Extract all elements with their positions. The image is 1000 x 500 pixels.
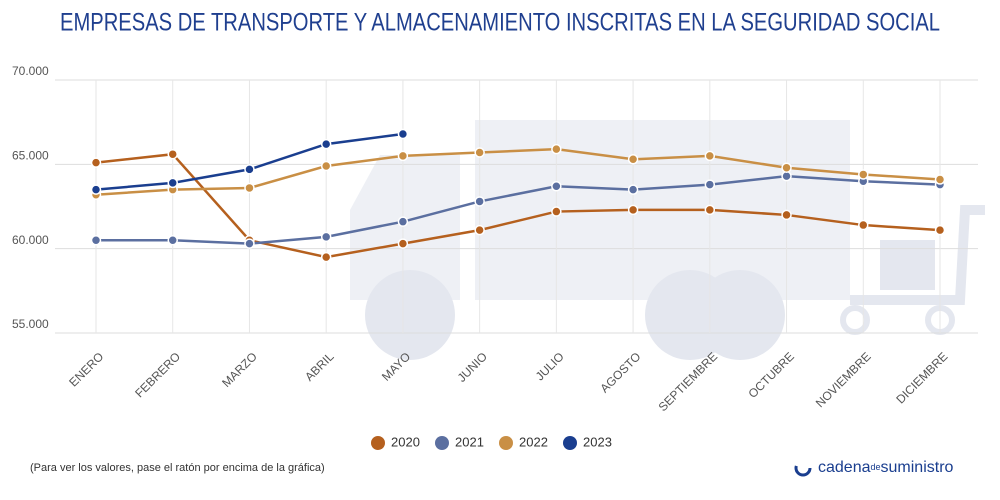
logo-text: cadenadesuministro <box>818 459 954 476</box>
x-tick-label: DICIEMBRE <box>893 349 950 406</box>
data-point <box>781 170 792 182</box>
x-tick-label: AGOSTO <box>597 349 643 395</box>
data-point <box>320 231 332 243</box>
data-point <box>627 204 639 216</box>
x-tick-label: JULIO <box>533 349 567 383</box>
data-point <box>704 179 716 190</box>
legend-label: 2022 <box>519 434 548 449</box>
x-tick-label: ENERO <box>66 349 106 389</box>
series-line <box>95 152 941 259</box>
data-point <box>474 147 485 158</box>
data-point <box>551 206 562 217</box>
data-point <box>397 238 409 249</box>
data-point <box>934 224 946 236</box>
legend-label: 2021 <box>455 434 484 449</box>
legend-swatch <box>435 436 449 450</box>
data-point <box>90 184 102 195</box>
legend-swatch <box>563 436 577 450</box>
x-tick-label: ABRIL <box>302 349 337 384</box>
data-point <box>627 154 639 165</box>
logo-part: de <box>871 462 881 472</box>
y-tick-label: 55.000 <box>12 317 49 331</box>
data-point <box>704 150 716 162</box>
legend-swatch <box>499 436 513 450</box>
y-tick-label: 60.000 <box>12 233 49 247</box>
data-point <box>934 174 946 185</box>
data-point <box>551 181 562 192</box>
y-tick-label: 70.000 <box>12 64 49 78</box>
data-point <box>320 251 332 263</box>
logo-part: suministro <box>881 459 954 476</box>
legend-label: 2020 <box>391 434 420 449</box>
data-point <box>627 184 639 195</box>
watermark-truck <box>350 120 985 360</box>
data-point <box>90 234 102 246</box>
series-line <box>96 174 941 245</box>
legend-swatch <box>371 436 385 450</box>
data-point <box>397 128 409 140</box>
data-point <box>704 204 716 216</box>
data-point <box>167 148 178 160</box>
data-point <box>167 234 178 246</box>
data-point <box>474 196 485 207</box>
logo: cadenadesuministro <box>794 459 954 477</box>
logo-part: cadena <box>818 459 871 476</box>
data-point <box>90 157 102 168</box>
data-point <box>167 177 178 189</box>
data-point <box>320 160 332 172</box>
data-point <box>244 164 255 175</box>
legend-label: 2023 <box>583 434 612 449</box>
data-point <box>397 216 409 227</box>
data-point <box>320 138 332 150</box>
data-point <box>781 209 792 221</box>
data-point <box>781 162 792 173</box>
data-point <box>397 150 409 162</box>
data-point <box>858 169 869 180</box>
x-tick-label: NOVIEMBRE <box>813 349 874 410</box>
data-point <box>858 219 869 231</box>
data-point <box>551 143 562 155</box>
series-line <box>95 147 941 196</box>
note: (Para ver los valores, pase el ratón por… <box>30 462 325 474</box>
data-point <box>474 224 485 236</box>
data-point <box>244 238 255 249</box>
chart-title: EMPRESAS DE TRANSPORTE Y ALMACENAMIENTO … <box>60 9 940 37</box>
y-tick-label: 65.000 <box>12 149 49 163</box>
x-tick-label: JUNIO <box>455 349 490 384</box>
data-point <box>244 182 255 194</box>
x-tick-label: MARZO <box>219 349 260 390</box>
x-tick-label: FEBRERO <box>132 349 183 400</box>
